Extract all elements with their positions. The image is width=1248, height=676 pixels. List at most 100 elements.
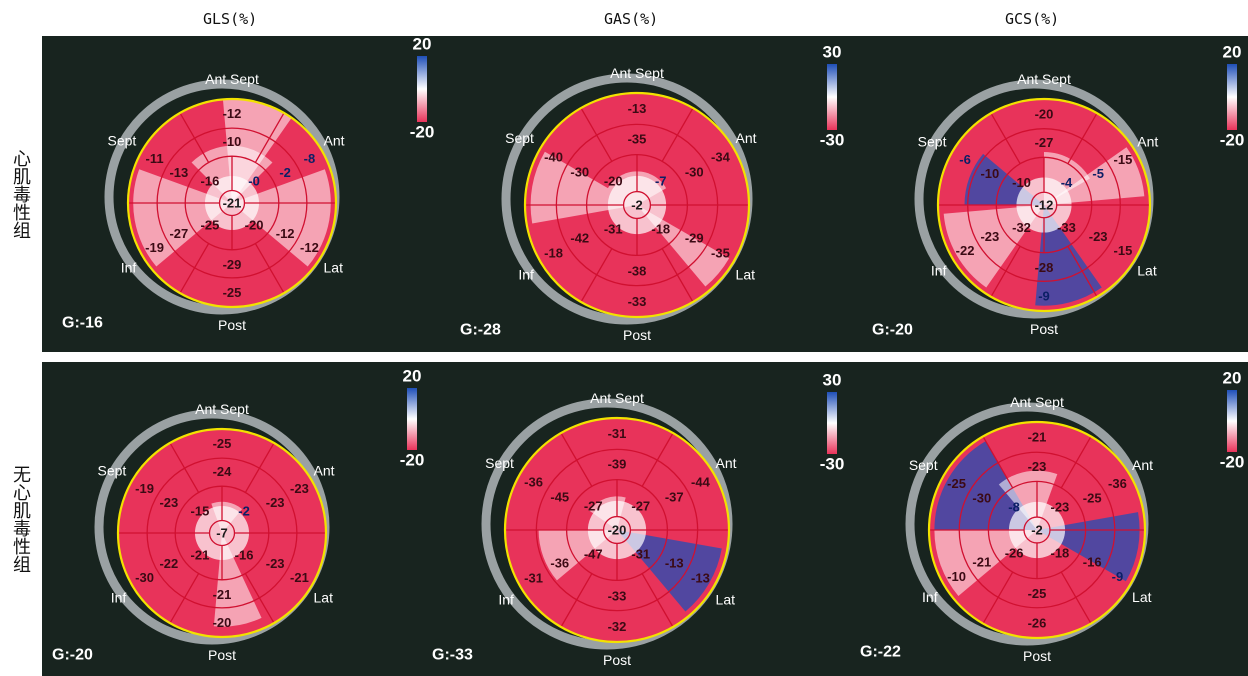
apical-segment-value: -16: [235, 548, 254, 563]
global-strain-value: G:-16: [62, 315, 103, 332]
mid-segment-value: -25: [1083, 491, 1102, 506]
wall-label-post: Post: [1030, 321, 1058, 337]
mid-segment-value: -23: [159, 495, 178, 510]
basal-segment-value: -25: [213, 436, 232, 451]
strain-patch: [934, 441, 1037, 530]
segment-divider: [580, 107, 613, 162]
wall-label-top: Ant Sept: [610, 65, 664, 81]
mid-segment-value: -23: [266, 556, 285, 571]
basal-segment-value: -21: [1028, 430, 1047, 445]
basal-segment-value: -11: [146, 151, 164, 166]
wall-label-post: Post: [623, 327, 651, 343]
color-scale-min: -20: [400, 451, 425, 470]
basal-segment-value: -36: [524, 474, 543, 489]
basal-segment-value: -40: [544, 149, 563, 164]
segment-divider: [254, 243, 285, 294]
apex-value: -21: [223, 196, 242, 211]
mid-segment-value: -13: [665, 556, 684, 571]
strain-patch: [998, 470, 1058, 530]
mid-segment-value: -30: [685, 164, 704, 179]
outer-yellow-ring: [927, 420, 1147, 640]
apical-segment-value: -47: [584, 546, 603, 561]
apical-segment-value: -20: [245, 218, 264, 233]
color-scale-max: 20: [413, 35, 432, 54]
basal-segment-value: -6: [959, 152, 971, 167]
basal-segment-value: -31: [524, 571, 543, 586]
apical-pale-zone: [1016, 177, 1072, 233]
basal-segment-value: -8: [304, 151, 316, 166]
global-strain-value: G:-33: [432, 647, 473, 664]
mid-segment-value: -37: [665, 489, 684, 504]
mid-segment-value: -16: [1083, 554, 1102, 569]
column-title-gas: GAS(%): [604, 10, 659, 28]
wall-label-ant: Ant: [314, 463, 335, 479]
segment-divider: [560, 432, 593, 487]
mid-segment-value: -23: [266, 495, 285, 510]
basal-segment-value: -33: [628, 294, 647, 309]
basal-segment-value: -22: [956, 243, 975, 258]
basal-segment-value: -10: [947, 569, 966, 584]
outer-yellow-ring: [936, 97, 1152, 313]
wall-label-inf: Inf: [922, 589, 938, 605]
bullseye-tox-gls: -12-8-12-25-19-11-10-2-12-29-27-13-0-20-…: [62, 35, 434, 334]
bullseye-non-gas: -31-44-13-32-31-36-39-37-13-33-36-45-27-…: [432, 371, 844, 669]
segment-divider: [661, 248, 694, 303]
color-scale-bar: [827, 392, 837, 454]
basal-segment-value: -18: [544, 246, 563, 261]
basal-segment-value: -23: [290, 481, 309, 496]
mid-segment-value: -25: [1028, 586, 1047, 601]
strain-patch: [934, 530, 1037, 596]
wall-label-top: Ant Sept: [195, 401, 249, 417]
wall-label-ant: Ant: [736, 130, 757, 146]
basal-segment-value: -12: [300, 240, 319, 255]
color-scale-bar: [827, 64, 837, 130]
mid-segment-value: -23: [1028, 459, 1047, 474]
mid-segment-value: -27: [169, 226, 188, 241]
color-scale-min: -20: [1220, 131, 1245, 150]
segment-divider: [661, 107, 694, 162]
basal-segment-value: -25: [947, 476, 966, 491]
bullseye-non-gls: -25 -23 -21 -20 -30 -19 -24 -23 -23 -21 -22 -23 -2 -1…: [52, 367, 424, 664]
wall-label-lat: Lat: [324, 259, 344, 275]
strain-patch: [943, 205, 1044, 288]
apical-segment-value: -10: [1012, 175, 1031, 190]
segment-divider: [982, 436, 1014, 489]
basal-segment-value: -20: [1035, 106, 1054, 121]
mid-segment-value: -29: [685, 231, 704, 246]
wall-label-post: Post: [603, 652, 631, 668]
color-scale-max: 20: [1223, 369, 1242, 388]
color-scale-min: -20: [410, 123, 435, 142]
basal-segment-value: -30: [135, 570, 154, 585]
apical-segment-value: -16: [201, 173, 220, 188]
apical-pale-zone: [194, 505, 250, 561]
apical-segment-value: -25: [201, 218, 220, 233]
strain-patch: [637, 205, 730, 287]
basal-segment-value: -31: [608, 426, 627, 441]
apex-value: -12: [1035, 198, 1054, 213]
mid-segment-value: -39: [608, 456, 627, 471]
mid-segment-value: -30: [570, 164, 589, 179]
mid-segment-value: -21: [213, 587, 232, 602]
wall-label-sept: Sept: [98, 463, 127, 479]
mid-segment-value: -45: [550, 489, 569, 504]
outer-yellow-ring: [116, 427, 328, 639]
color-scale-max: 30: [823, 371, 842, 390]
wall-label-lat: Lat: [1132, 589, 1152, 605]
basal-segment-value: -25: [223, 285, 242, 300]
mid-segment-value: -42: [570, 231, 589, 246]
segment-divider: [254, 112, 285, 163]
apical-segment-value: -26: [1005, 545, 1024, 560]
segment-divider: [1060, 571, 1092, 624]
apical-pale-zone: [587, 500, 647, 560]
color-scale-min: -20: [1220, 453, 1245, 472]
wall-label-post: Post: [208, 647, 236, 663]
mid-segment-value: -23: [1089, 229, 1108, 244]
segment-divider: [244, 442, 275, 493]
bullseye-tox-gas: -13 -34 -35 -33 -18 -40 -35 -30 -29 -38 -42 -30 -7 -1…: [460, 43, 844, 344]
column-title-gls: GLS(%): [203, 10, 258, 28]
mid-segment-value: -22: [159, 556, 178, 571]
wall-label-sept: Sept: [909, 457, 938, 473]
apical-segment-value: -21: [191, 548, 210, 563]
wall-label-lat: Lat: [1137, 263, 1157, 279]
color-scale-max: 20: [1223, 43, 1242, 62]
